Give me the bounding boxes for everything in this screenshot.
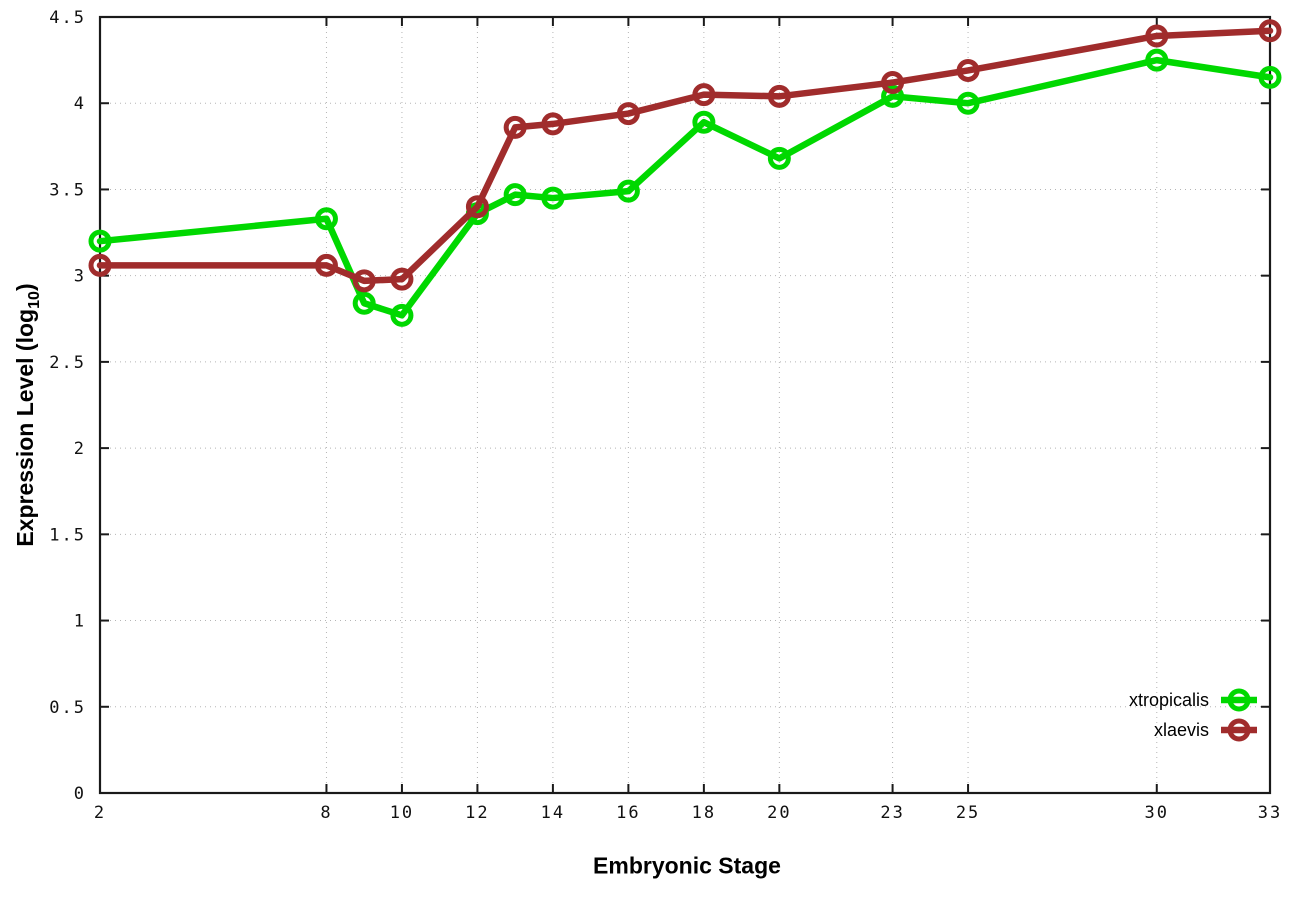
svg-text:0.5: 0.5	[49, 698, 86, 718]
svg-text:1.5: 1.5	[49, 525, 86, 545]
svg-text:2: 2	[94, 803, 106, 823]
svg-text:1: 1	[74, 612, 86, 632]
svg-text:20: 20	[767, 803, 791, 823]
svg-text:18: 18	[692, 803, 716, 823]
y-axis-title-close: )	[12, 283, 39, 292]
series-marker-xtropicalis-icon	[1221, 688, 1257, 712]
y-axis-title-text: Expression Level (log	[12, 308, 39, 547]
svg-text:0: 0	[74, 784, 86, 804]
svg-text:4.5: 4.5	[49, 8, 86, 28]
legend-label-xtropicalis: xtropicalis	[1128, 689, 1209, 710]
legend-row-xtropicalis: xtropicalis	[1129, 687, 1260, 713]
svg-text:25: 25	[956, 803, 980, 823]
svg-text:30: 30	[1145, 803, 1169, 823]
svg-text:2: 2	[74, 439, 86, 459]
y-axis-title: Expression Level (log10)	[12, 283, 44, 546]
svg-text:3.5: 3.5	[49, 180, 86, 200]
x-axis-title: Embryonic Stage	[593, 852, 781, 879]
svg-text:33: 33	[1258, 803, 1282, 823]
svg-text:2.5: 2.5	[49, 353, 86, 373]
svg-text:16: 16	[616, 803, 640, 823]
svg-text:12: 12	[465, 803, 489, 823]
svg-text:4: 4	[74, 94, 86, 114]
svg-text:23: 23	[880, 803, 904, 823]
y-axis-title-subscript: 10	[24, 291, 43, 309]
svg-text:3: 3	[74, 267, 86, 287]
svg-text:8: 8	[320, 803, 332, 823]
legend: xtropicalis xlaevis	[1129, 687, 1260, 743]
svg-text:10: 10	[390, 803, 414, 823]
svg-text:14: 14	[541, 803, 565, 823]
legend-row-xlaevis: xlaevis	[1154, 717, 1260, 743]
series-marker-xlaevis-icon	[1221, 718, 1257, 742]
legend-label-xlaevis: xlaevis	[1153, 719, 1209, 740]
